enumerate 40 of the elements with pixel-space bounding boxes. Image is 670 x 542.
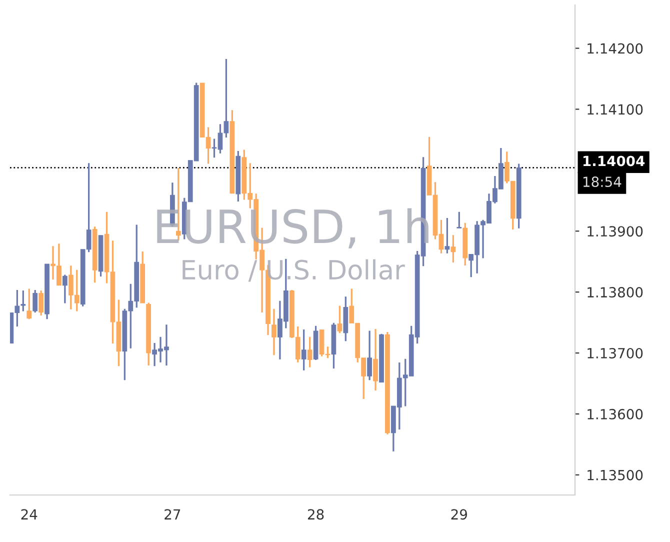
candlestick xyxy=(26,288,32,320)
candlestick xyxy=(313,326,318,360)
candlestick xyxy=(343,296,348,342)
y-tick-label: 1.13800 xyxy=(588,287,643,298)
candlestick xyxy=(32,290,38,312)
candlestick xyxy=(450,235,456,262)
candlestick xyxy=(385,332,390,434)
candlestick xyxy=(331,322,336,369)
candlestick xyxy=(272,308,276,356)
candlestick xyxy=(236,150,241,202)
x-tick-label: 29 xyxy=(451,509,467,520)
candlestick xyxy=(146,302,151,366)
text: 18:54 xyxy=(583,176,622,188)
x-tick-label: 28 xyxy=(308,509,324,520)
candlestick xyxy=(92,226,98,283)
candlestick xyxy=(462,222,468,266)
candlestick xyxy=(38,290,44,316)
x-tick-label: 24 xyxy=(21,509,38,520)
candlestick xyxy=(516,164,522,228)
candlestick xyxy=(62,274,68,304)
candlestick xyxy=(367,330,372,380)
candlestick xyxy=(337,306,342,334)
candlestick xyxy=(230,110,235,194)
candlestick xyxy=(44,264,50,320)
candlestick xyxy=(301,330,306,370)
y-tick-label: 1.14100 xyxy=(588,104,643,115)
y-tick-label: 1.13500 xyxy=(588,470,643,480)
candlestick xyxy=(379,334,384,383)
candlestick xyxy=(98,235,104,276)
candlestick xyxy=(456,212,462,228)
y-tick-label: 1.13600 xyxy=(588,408,643,420)
x-tick-label: 27 xyxy=(164,509,180,520)
y-tick-label: 1.14200 xyxy=(588,43,643,54)
candlestick xyxy=(444,218,450,254)
candlestick xyxy=(307,336,312,368)
candlestick xyxy=(373,328,378,390)
candlestick xyxy=(140,252,146,304)
y-tick-label: 1.13900 xyxy=(588,226,643,237)
ref-line-label: 1.14004 xyxy=(584,156,645,166)
y-tick-label: 1.13700 xyxy=(588,348,643,358)
